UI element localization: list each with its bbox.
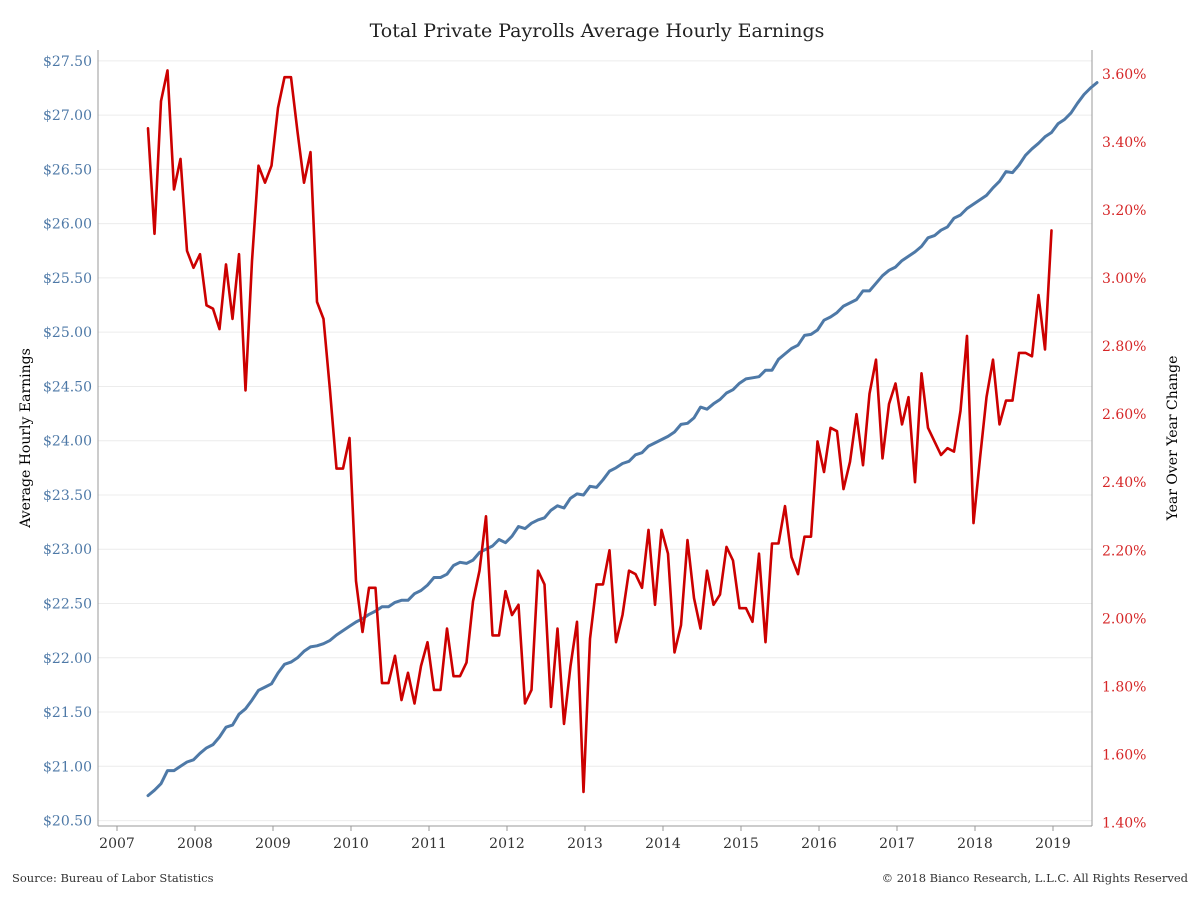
left-tick-label: $23.50 — [43, 488, 92, 504]
left-tick-label: $23.00 — [43, 542, 92, 558]
left-tick-label: $25.00 — [43, 325, 92, 341]
x-tick-label: 2011 — [411, 836, 447, 852]
left-tick-label: $27.50 — [43, 54, 92, 70]
x-tick-label: 2013 — [567, 836, 603, 852]
right-tick-label: 2.00% — [1102, 611, 1146, 627]
right-tick-label: 3.40% — [1102, 135, 1146, 151]
y-axis-left-label: Average Hourly Earnings — [18, 348, 34, 529]
left-tick-label: $22.00 — [43, 651, 92, 667]
x-tick-label: 2018 — [957, 836, 993, 852]
left-tick-label: $24.50 — [43, 379, 92, 395]
right-tick-label: 3.00% — [1102, 271, 1146, 287]
x-tick-label: 2012 — [489, 836, 525, 852]
left-tick-label: $27.00 — [43, 108, 92, 124]
earnings-series-line — [146, 81, 1099, 798]
right-tick-label: 1.60% — [1102, 748, 1146, 764]
right-tick-label: 3.20% — [1102, 203, 1146, 219]
right-tick-label: 2.40% — [1102, 475, 1146, 491]
right-axis-ticks: 1.40% 1.60% 1.80% 2.00% 2.20% 2.40% 2.60% 2.80%… — [1102, 67, 1146, 832]
x-tick-label: 2017 — [879, 836, 915, 852]
left-tick-label: $26.00 — [43, 217, 92, 233]
right-tick-label: 1.40% — [1102, 816, 1146, 832]
left-tick-label: $22.50 — [43, 597, 92, 613]
right-tick-label: 2.80% — [1102, 339, 1146, 355]
chart-title: Total Private Payrolls Average Hourly Ea… — [370, 20, 825, 42]
left-tick-label: $26.50 — [43, 162, 92, 178]
right-tick-label: 1.80% — [1102, 679, 1146, 695]
series-lines — [146, 69, 1099, 798]
x-tick-label: 2008 — [177, 836, 213, 852]
right-tick-label: 3.60% — [1102, 67, 1146, 83]
y-axis-right-label: Year Over Year Change — [1165, 356, 1181, 522]
x-tick-label: 2009 — [255, 836, 291, 852]
x-axis-ticks: 2007 2008 2009 2010 2011 2012 2013 2014 2015 2016… — [99, 826, 1071, 852]
yoy-change-series-line — [146, 69, 1053, 794]
axes — [97, 50, 1093, 827]
x-tick-label: 2019 — [1035, 836, 1071, 852]
left-tick-label: $25.50 — [43, 271, 92, 287]
right-tick-label: 2.20% — [1102, 543, 1146, 559]
x-tick-label: 2007 — [99, 836, 135, 852]
left-tick-label: $24.00 — [43, 434, 92, 450]
x-tick-label: 2010 — [333, 836, 369, 852]
x-tick-label: 2016 — [801, 836, 837, 852]
source-note: Source: Bureau of Labor Statistics — [12, 871, 214, 885]
left-tick-label: $21.00 — [43, 759, 92, 775]
left-tick-label: $21.50 — [43, 705, 92, 721]
right-tick-label: 2.60% — [1102, 407, 1146, 423]
x-tick-label: 2014 — [645, 836, 681, 852]
left-axis-ticks: $20.50 $21.00 $21.50 $22.00 $22.50 $23.00 $23.… — [43, 54, 92, 830]
copyright-note: © 2018 Bianco Research, L.L.C. All Right… — [882, 871, 1189, 885]
x-tick-label: 2015 — [723, 836, 759, 852]
left-tick-label: $20.50 — [43, 814, 92, 830]
